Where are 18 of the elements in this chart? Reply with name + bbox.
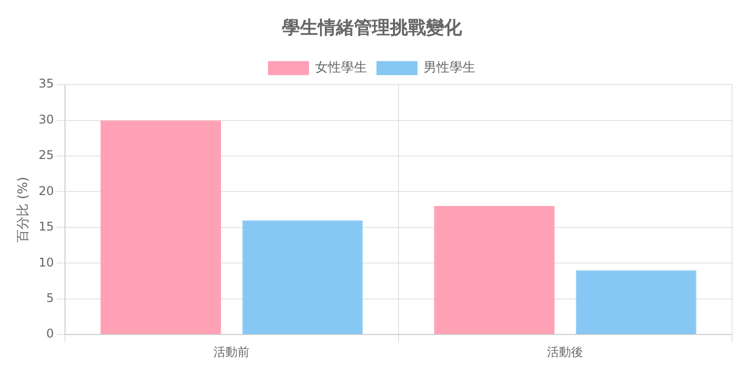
legend-label: 男性學生 <box>424 60 476 76</box>
y-tick-label: 35 <box>38 76 54 91</box>
bar <box>242 220 363 334</box>
bar <box>434 206 555 334</box>
x-tick-label: 活動前 <box>214 344 250 359</box>
y-tick-label: 0 <box>46 326 54 341</box>
y-tick-label: 25 <box>38 148 54 162</box>
y-tick-label: 15 <box>38 220 54 234</box>
y-tick-label: 30 <box>38 112 54 126</box>
y-tick-label: 5 <box>46 291 54 306</box>
bar <box>576 270 696 334</box>
bar <box>100 120 222 334</box>
y-tick-label: 10 <box>38 255 54 270</box>
x-tick-label: 活動後 <box>547 344 584 359</box>
y-tick-label: 20 <box>38 184 54 198</box>
y-axis-title: 百分比 (%) <box>16 176 32 242</box>
chart-title: 學生情緒管理挑戰變化 <box>282 17 463 38</box>
legend-label: 女性學生 <box>315 60 367 76</box>
